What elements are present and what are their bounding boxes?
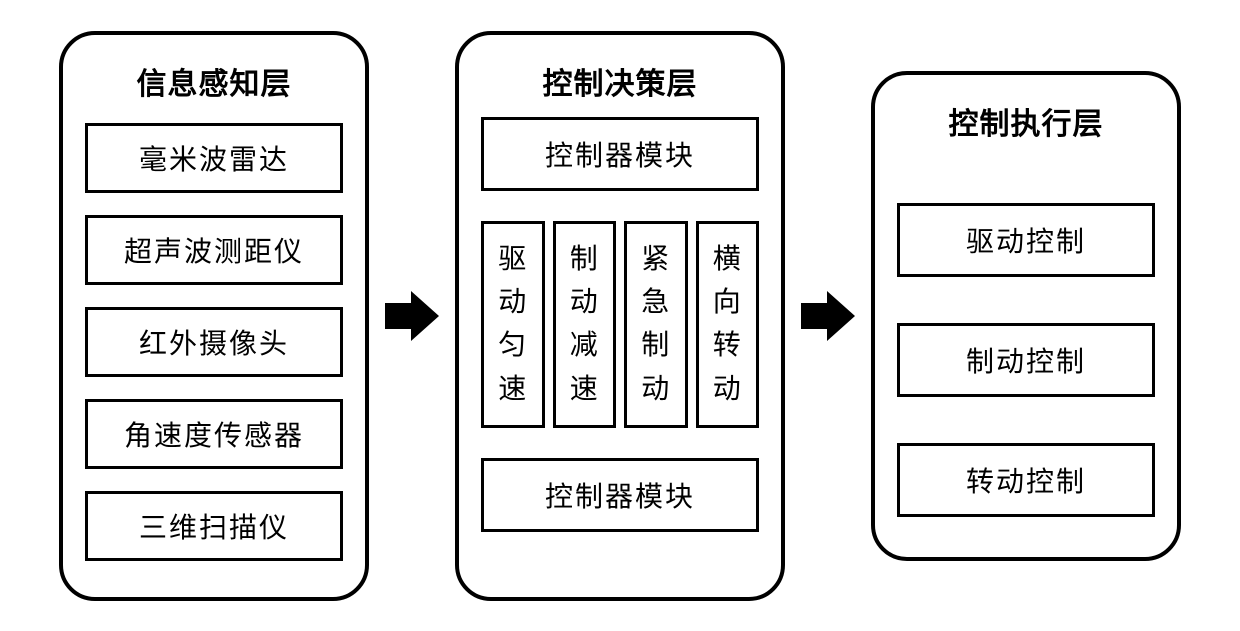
controller-module-bottom: 控制器模块 <box>481 458 759 532</box>
sensor-item: 三维扫描仪 <box>85 491 343 561</box>
panel1-title: 信息感知层 <box>137 59 292 103</box>
perception-layer-panel: 信息感知层 毫米波雷达 超声波测距仪 红外摄像头 角速度传感器 三维扫描仪 <box>59 31 369 601</box>
execution-item: 驱动控制 <box>897 203 1155 277</box>
sensor-item: 红外摄像头 <box>85 307 343 377</box>
execution-layer-panel: 控制执行层 驱动控制 制动控制 转动控制 <box>871 71 1181 561</box>
execution-item: 转动控制 <box>897 443 1155 517</box>
decision-layer-panel: 控制决策层 控制器模块 驱动匀速 制动减速 紧急制动 横向转动 控制器模块 <box>455 31 785 601</box>
sensor-item: 角速度传感器 <box>85 399 343 469</box>
panel3-title: 控制执行层 <box>949 99 1104 143</box>
panel2-title: 控制决策层 <box>543 59 698 103</box>
controller-module-top: 控制器模块 <box>481 117 759 191</box>
arrow-right-icon <box>383 287 441 345</box>
sensor-item: 毫米波雷达 <box>85 123 343 193</box>
decision-cell: 横向转动 <box>696 221 760 429</box>
sensor-item: 超声波测距仪 <box>85 215 343 285</box>
execution-item: 制动控制 <box>897 323 1155 397</box>
arrow-right-icon <box>799 287 857 345</box>
decision-grid: 驱动匀速 制动减速 紧急制动 横向转动 <box>481 221 759 429</box>
decision-cell: 制动减速 <box>553 221 617 429</box>
decision-cell: 驱动匀速 <box>481 221 545 429</box>
decision-cell: 紧急制动 <box>624 221 688 429</box>
